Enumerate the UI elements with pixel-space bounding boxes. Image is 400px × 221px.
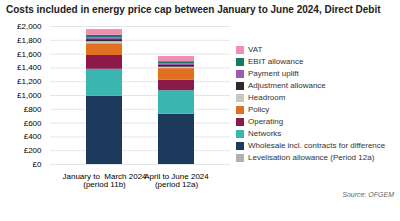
html-text:Costs included in energy price: Costs included in energy price cap betwe… [6, 4, 381, 15]
html-text:Adjustment allowance: Adjustment allowance [248, 81, 326, 90]
html-text:Headroom: Headroom [248, 93, 286, 102]
svg-text:January to March 2024(period: January to March 2024(period 11b) [62, 172, 147, 189]
html-text:Levelisation allowance (Period: Levelisation allowance (Period 12a) [248, 153, 375, 162]
svg-text:£0: £0 [33, 160, 42, 169]
svg-text:£1,000: £1,000 [17, 91, 42, 100]
svg-text:£2,000: £2,000 [17, 22, 42, 31]
html-text:Wholesale incl. contracts for: Wholesale incl. contracts for difference [248, 141, 386, 150]
svg-text:£400: £400 [24, 132, 42, 141]
html-text:Operating: Operating [248, 117, 284, 126]
html-text:EBIT allowance: EBIT allowance [248, 57, 304, 66]
html-text:Policy: Policy [248, 105, 270, 114]
svg-text:£800: £800 [24, 105, 42, 114]
html-text:Source: OFGEM: Source: OFGEM [342, 191, 394, 198]
html-text:VAT: VAT [248, 45, 263, 54]
svg-text:£1,600: £1,600 [17, 50, 42, 59]
html-text:Payment uplift: Payment uplift [248, 69, 299, 78]
svg-text:£1,800: £1,800 [17, 36, 42, 45]
svg-text:£1,400: £1,400 [17, 63, 42, 72]
svg-text:£200: £200 [24, 146, 42, 155]
svg-text:£1,200: £1,200 [17, 77, 42, 86]
svg-text:£600: £600 [24, 119, 42, 128]
svg-text:April to June 2024(period 12a): April to June 2024(period 12a) [144, 172, 209, 189]
html-text:Networks: Networks [248, 129, 282, 138]
